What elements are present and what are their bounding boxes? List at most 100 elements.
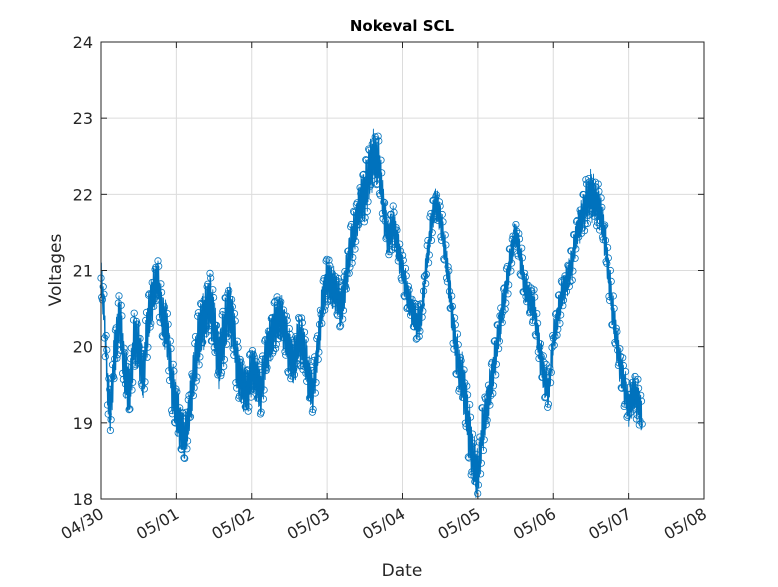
- data-point-marker: [132, 317, 140, 325]
- x-tick-label: 04/30: [58, 504, 107, 544]
- data-point-marker: [535, 354, 543, 363]
- data-point-marker: [375, 137, 383, 145]
- data-point-marker: [290, 365, 298, 373]
- data-point-marker: [383, 233, 391, 241]
- data-point-marker: [199, 338, 207, 346]
- data-point-marker: [594, 180, 602, 188]
- data-point-marker: [502, 299, 510, 307]
- data-point-marker: [460, 366, 468, 374]
- data-point-marker: [371, 133, 379, 141]
- data-point-marker: [153, 296, 161, 304]
- data-point-marker: [380, 199, 389, 207]
- data-point-marker: [422, 270, 430, 278]
- data-point-marker: [145, 290, 153, 298]
- data-point-marker: [364, 198, 372, 206]
- data-point-marker: [191, 332, 200, 341]
- data-point-marker: [523, 298, 531, 306]
- data-point-marker: [515, 230, 523, 238]
- data-point-marker: [420, 272, 428, 281]
- data-point-marker: [116, 346, 125, 355]
- data-point-marker: [119, 375, 128, 383]
- y-tick-label: 18: [73, 490, 93, 509]
- data-point-marker: [590, 208, 599, 216]
- data-point-marker: [417, 300, 425, 308]
- data-point-marker: [217, 369, 226, 377]
- data-point-marker: [600, 222, 608, 230]
- data-point-marker: [243, 366, 252, 374]
- data-point-marker: [140, 385, 148, 393]
- data-point-marker: [564, 262, 573, 270]
- data-point-marker: [566, 278, 574, 286]
- data-point-marker: [462, 422, 470, 431]
- data-point-marker: [187, 390, 195, 398]
- data-point-marker: [441, 231, 449, 239]
- data-point-marker: [169, 360, 177, 368]
- data-point-marker: [106, 426, 115, 434]
- data-point-marker: [106, 385, 114, 393]
- data-point-marker: [568, 276, 576, 284]
- data-point-marker: [558, 278, 566, 286]
- data-point-marker: [228, 303, 236, 311]
- data-point-marker: [326, 262, 334, 270]
- data-point-marker: [334, 311, 342, 320]
- data-point-marker: [533, 309, 541, 318]
- data-point-marker: [349, 253, 357, 262]
- data-point-marker: [520, 269, 529, 277]
- data-point-marker: [244, 407, 252, 415]
- data-point-marker: [607, 277, 615, 285]
- data-point-marker: [571, 254, 579, 262]
- data-point-marker: [362, 156, 370, 164]
- data-point-marker: [321, 302, 329, 310]
- data-point-marker: [142, 308, 151, 316]
- data-point-marker: [248, 346, 257, 355]
- data-point-marker: [254, 393, 262, 401]
- y-tick-label: 23: [73, 109, 93, 128]
- data-point-marker: [282, 351, 290, 359]
- data-point-marker: [448, 302, 456, 310]
- data-point-marker: [103, 401, 112, 409]
- data-point-marker: [308, 366, 316, 375]
- data-point-marker: [402, 272, 410, 280]
- data-point-marker: [336, 322, 345, 330]
- data-point-marker: [377, 156, 385, 164]
- data-point-marker: [404, 303, 412, 311]
- data-point-marker: [485, 388, 493, 396]
- data-point-marker: [360, 218, 368, 226]
- data-point-marker: [401, 293, 409, 301]
- data-point-marker: [158, 332, 166, 340]
- data-point-marker: [315, 348, 323, 356]
- data-point-marker: [212, 321, 221, 329]
- data-point-marker: [544, 400, 553, 408]
- data-point-marker: [179, 409, 187, 417]
- data-point-marker: [456, 353, 464, 361]
- data-point-marker: [115, 292, 123, 300]
- data-point-marker: [113, 354, 121, 362]
- data-point-marker: [146, 323, 154, 331]
- data-point-marker: [595, 226, 604, 234]
- data-point-marker: [510, 241, 518, 249]
- data-point-marker: [479, 404, 487, 412]
- data-point-marker: [183, 445, 191, 453]
- data-point-marker: [274, 335, 283, 343]
- data-point-marker: [518, 244, 526, 252]
- data-point-marker: [536, 340, 545, 348]
- data-point-marker: [158, 288, 166, 296]
- data-point-marker: [430, 216, 438, 224]
- data-point-marker: [559, 302, 567, 310]
- data-point-marker: [468, 430, 477, 438]
- data-point-marker: [433, 203, 441, 211]
- data-point-marker: [484, 381, 493, 389]
- data-point-marker: [442, 274, 451, 282]
- x-tick-label: 05/05: [434, 504, 483, 544]
- data-point-marker: [149, 288, 157, 296]
- data-point-marker: [147, 319, 155, 327]
- data-point-marker: [174, 429, 182, 437]
- data-point-marker: [367, 153, 376, 161]
- data-point-marker: [216, 331, 224, 339]
- data-point-marker: [136, 334, 144, 343]
- data-point-marker: [416, 327, 424, 335]
- data-point-marker: [220, 362, 228, 370]
- data-point-marker: [516, 270, 524, 278]
- data-point-marker: [551, 332, 559, 341]
- data-point-marker: [163, 333, 171, 341]
